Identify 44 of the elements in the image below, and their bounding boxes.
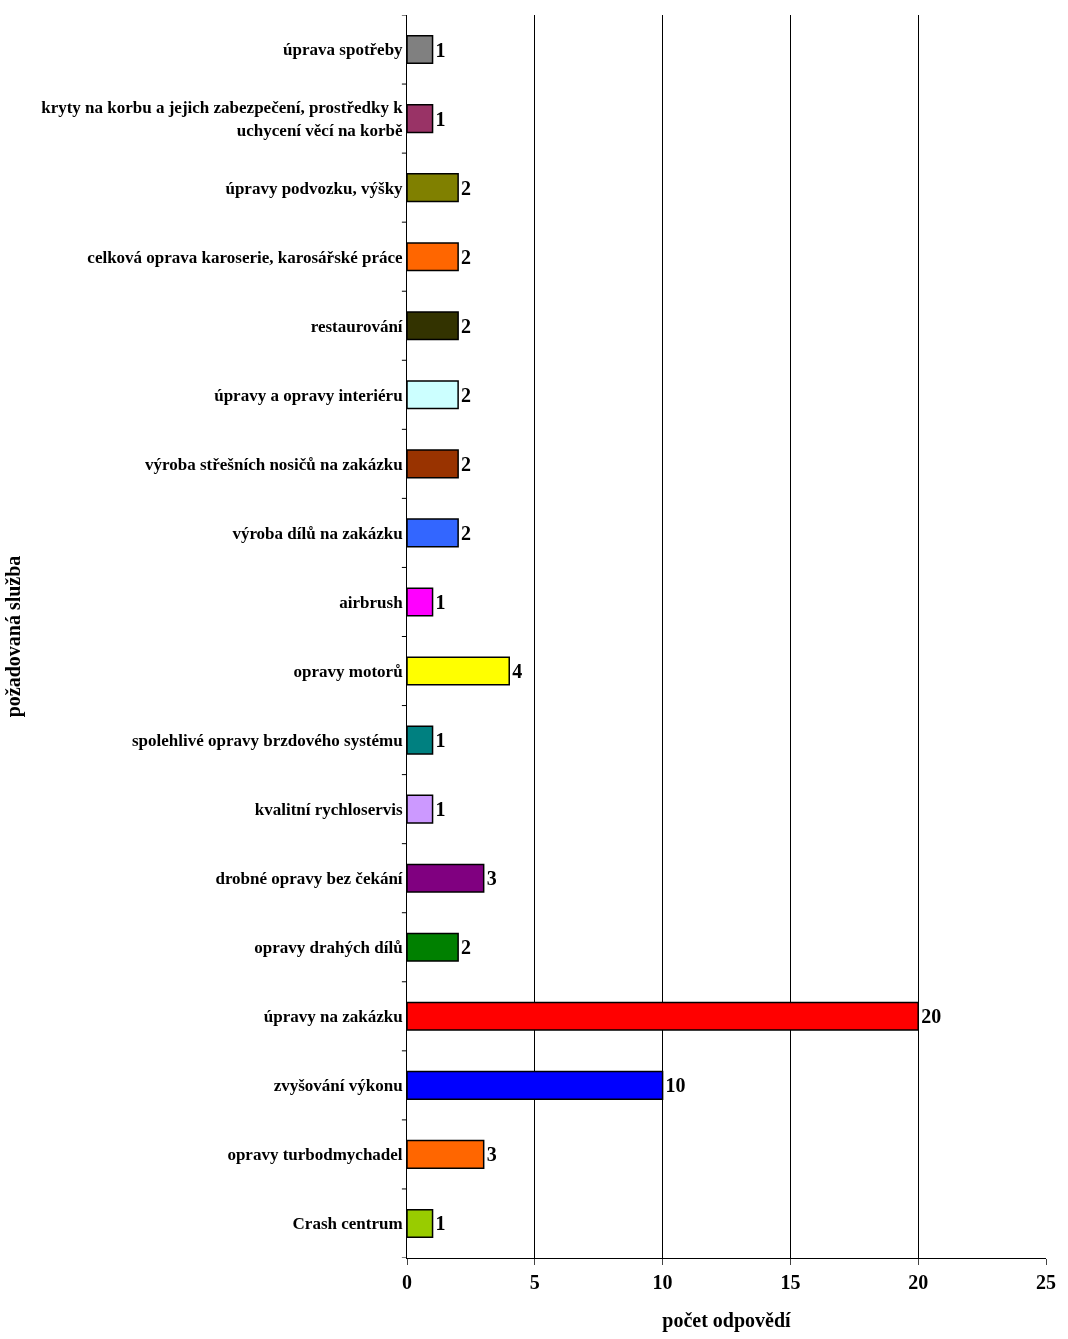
y-tick-label: drobné opravy bez čekání [215,869,403,889]
y-tick-label: zvyšování výkonu [273,1076,403,1096]
y-axis-title: požadovaná služba [1,555,25,718]
y-tick-label: úpravy na zakázku [263,1007,403,1027]
y-tick-label: opravy drahých dílů [254,938,403,958]
y-tick-label: celková oprava karoserie, karosářské práce [87,247,404,267]
data-label: 1 [435,38,446,61]
data-label: 1 [435,107,446,130]
data-label: 2 [461,521,472,544]
y-tick-label: úprava spotřeby [283,40,404,60]
y-tick-label: restaurování [310,316,403,336]
data-label: 1 [435,1212,446,1235]
x-tick-label: 15 [780,1271,801,1293]
data-label: 10 [665,1074,686,1097]
x-tick-label: 20 [908,1271,929,1293]
x-tick-label: 25 [1036,1271,1056,1293]
y-tick-label: kryty na korbu a jejich zabezpečení, prostředky k uchycení věcí na korbě [41,98,404,140]
data-label: 1 [435,590,446,613]
data-label: 2 [461,936,472,959]
y-tick-label: spolehlivé opravy brzdového systému [132,731,403,751]
data-label: 20 [921,1005,942,1028]
y-tick-label: úpravy a opravy interiéru [214,385,403,405]
data-label: 2 [461,245,472,268]
data-label: 4 [512,660,523,683]
y-tick-label: airbrush [339,592,404,612]
y-tick-label: opravy motorů [293,661,403,681]
data-label: 3 [486,867,497,890]
y-tick-label: opravy turbodmychadel [227,1145,403,1165]
y-tick-label: výroba dílů na zakázku [232,523,403,543]
y-tick-label: úpravy podvozku, výšky [225,178,404,198]
data-label: 2 [461,452,472,475]
data-label: 2 [461,314,472,337]
y-tick-label: výroba střešních nosičů na zakázku [145,454,403,474]
x-tick-label: 0 [402,1271,412,1293]
data-label: 1 [435,729,446,752]
x-axis-title: počet odpovědí [662,1308,792,1332]
data-label: 2 [461,176,472,199]
data-label: 1 [435,798,446,821]
x-tick-label: 10 [652,1271,673,1293]
data-label: 3 [486,1143,497,1166]
data-label: 2 [461,383,472,406]
x-tick-label: 5 [529,1271,540,1293]
y-tick-label: kvalitní rychloservis [254,800,403,820]
y-tick-label: Crash centrum [292,1214,403,1234]
